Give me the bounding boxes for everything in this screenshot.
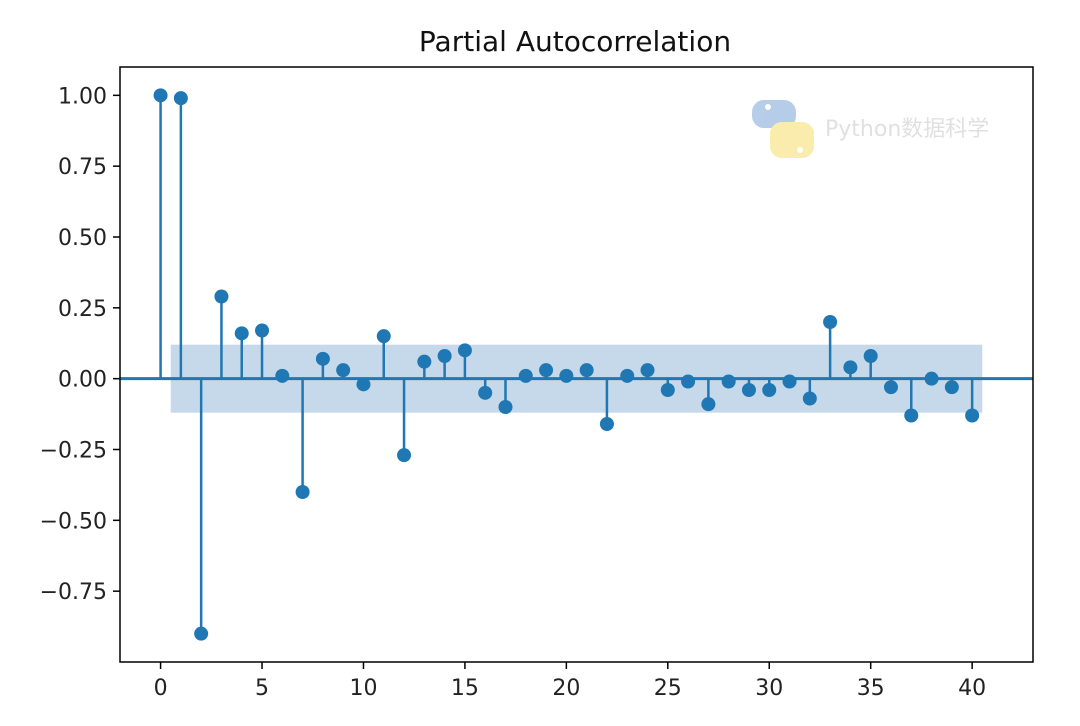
x-tick-label: 25	[654, 676, 682, 701]
stem-marker	[782, 374, 797, 389]
stem-marker	[802, 391, 817, 406]
stem-marker	[904, 408, 919, 423]
stem-marker	[376, 329, 391, 344]
stem-marker	[417, 354, 432, 369]
x-tick-label: 30	[755, 676, 783, 701]
stem-marker	[823, 315, 838, 329]
stem-marker	[255, 323, 270, 338]
x-tick-label: 5	[255, 676, 269, 701]
stem-marker	[579, 363, 594, 378]
stem-marker	[559, 368, 574, 383]
stem-marker	[883, 380, 898, 395]
chart-title: Partial Autocorrelation	[419, 25, 731, 58]
y-tick-label: 0.50	[58, 226, 107, 251]
watermark-text: Python数据科学	[825, 117, 989, 142]
stem-marker	[944, 380, 959, 395]
x-tick-label: 15	[451, 676, 479, 701]
stem-marker	[762, 383, 777, 397]
y-tick-label: −0.25	[40, 439, 107, 464]
stem-marker	[315, 351, 330, 366]
stem-marker	[214, 289, 229, 304]
y-tick-label: 0.25	[58, 297, 107, 322]
stem-marker	[234, 326, 249, 341]
y-tick-label: 1.00	[58, 84, 107, 109]
stem-marker	[153, 88, 168, 103]
stem-marker	[741, 383, 756, 397]
y-tick-label: −0.50	[40, 509, 107, 534]
stem-marker	[194, 626, 209, 641]
python-logo-icon	[752, 100, 814, 158]
stem-marker	[457, 343, 472, 358]
stem-marker	[539, 363, 554, 378]
stem-marker	[924, 371, 939, 386]
stem-marker	[965, 408, 980, 423]
plot-frame	[119, 66, 1034, 663]
x-tick-label: 20	[552, 676, 580, 701]
stem-marker	[640, 363, 655, 378]
stem-marker	[620, 368, 635, 383]
stem-marker	[498, 400, 513, 414]
stem-marker	[437, 349, 452, 363]
x-tick-label: 35	[857, 676, 885, 701]
stem-marker	[295, 485, 310, 499]
stem-marker	[518, 368, 533, 383]
stem-marker	[356, 377, 371, 392]
stem-marker	[721, 374, 736, 389]
y-tick-label: 0.00	[58, 368, 107, 393]
x-tick-label: 40	[958, 676, 986, 701]
stem-marker	[701, 397, 716, 412]
y-tick-label: 0.75	[58, 155, 107, 180]
stem-marker	[681, 374, 696, 389]
x-tick-label: 0	[154, 676, 168, 701]
stem-marker	[275, 368, 290, 383]
stem-marker	[478, 385, 493, 400]
stem-marker	[660, 383, 675, 397]
watermark: Python数据科学	[752, 100, 989, 158]
stem-marker	[863, 349, 878, 363]
stem-marker	[843, 360, 858, 375]
x-tick-label: 10	[349, 676, 377, 701]
stem-marker	[336, 363, 351, 378]
stem-marker	[599, 417, 614, 431]
stem-marker	[173, 91, 188, 106]
stem-marker	[397, 448, 412, 463]
y-tick-label: −0.75	[40, 580, 107, 605]
